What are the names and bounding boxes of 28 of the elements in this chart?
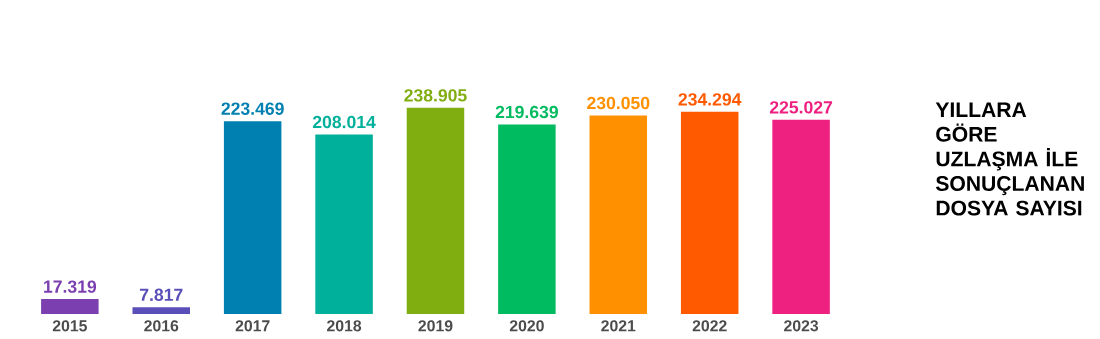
data-label: 7.817: [140, 288, 183, 302]
text: YILLARA GÖRE UZLAŞMA İLE SONUÇLANAN DOSYA SAYISI: [935, 102, 1084, 216]
data-label: 219.639: [495, 105, 558, 119]
bar: [589, 115, 648, 314]
x-tick-label: 2017: [235, 320, 270, 332]
bar: [406, 107, 465, 314]
data-label: 234.294: [678, 93, 742, 106]
bar: [315, 134, 373, 314]
data-label: 230.050: [587, 96, 650, 110]
bar: [223, 121, 282, 314]
x-tick-label: 2016: [144, 320, 179, 332]
data-label: 223.469: [221, 102, 284, 115]
bar: [680, 111, 739, 314]
bar: [41, 299, 99, 314]
x-tick-label: 2020: [509, 320, 544, 332]
x-tick-label: 2021: [601, 320, 636, 332]
x-tick-label: 2022: [692, 320, 727, 332]
data-label: 238.905: [404, 89, 467, 102]
data-label: 225.027: [769, 101, 833, 114]
data-label: 17.319: [44, 280, 97, 293]
x-tick-label: 2015: [52, 320, 87, 332]
bar: [498, 124, 556, 314]
x-tick-label: 2019: [418, 320, 453, 332]
x-tick-label: 2023: [784, 320, 819, 332]
data-label: 208.014: [312, 115, 376, 129]
bar: [772, 119, 830, 314]
bar: [132, 307, 190, 314]
x-tick-label: 2018: [327, 320, 362, 332]
